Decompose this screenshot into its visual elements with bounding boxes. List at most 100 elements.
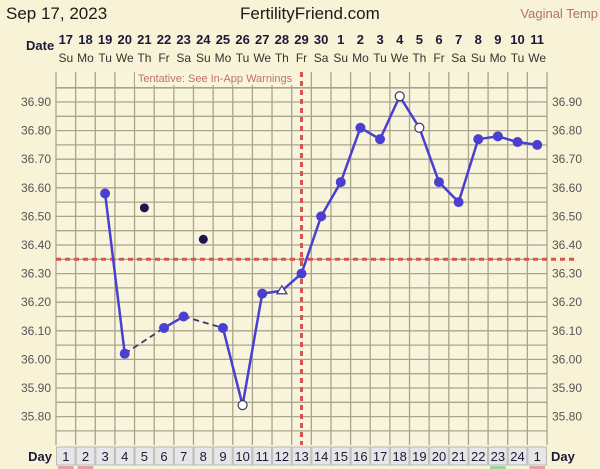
y-tick-label-right: 36.90 bbox=[552, 95, 582, 109]
date-label: 4 bbox=[396, 32, 404, 47]
y-tick-label-right: 36.30 bbox=[552, 267, 582, 281]
date-label: 23 bbox=[176, 32, 190, 47]
cycle-day-label: 17 bbox=[373, 449, 387, 464]
cycle-day-label: 1 bbox=[62, 449, 69, 464]
date-label: 10 bbox=[510, 32, 524, 47]
weekday-label: Fr bbox=[296, 51, 307, 65]
cycle-day-cell bbox=[389, 446, 410, 466]
y-tick-label-right: 35.80 bbox=[552, 410, 582, 424]
temp-point-open bbox=[414, 122, 425, 133]
weekday-label: Sa bbox=[451, 51, 466, 65]
cycle-day-cell bbox=[193, 446, 214, 466]
temp-point bbox=[335, 177, 346, 188]
y-tick-label-left: 36.30 bbox=[21, 267, 51, 281]
weekday-label: Tu bbox=[373, 51, 387, 65]
day-row-label-left: Day bbox=[28, 449, 53, 464]
temp-point bbox=[532, 139, 543, 150]
weekday-label: Mo bbox=[215, 51, 232, 65]
site-title[interactable]: FertilityFriend.com bbox=[240, 4, 380, 23]
y-tick-label-left: 36.70 bbox=[21, 152, 51, 166]
y-tick-label-left: 35.90 bbox=[21, 381, 51, 395]
temp-point bbox=[217, 322, 228, 333]
y-tick-label-left: 36.80 bbox=[21, 124, 51, 138]
y-tick-label-right: 36.40 bbox=[552, 238, 582, 252]
date-label: 25 bbox=[216, 32, 230, 47]
weekday-label: Sa bbox=[314, 51, 329, 65]
cycle-day-cell bbox=[134, 446, 155, 466]
cycle-day-cell bbox=[370, 446, 390, 466]
date-label: 19 bbox=[98, 32, 112, 47]
date-label: 3 bbox=[376, 32, 383, 47]
cycle-day-cell bbox=[75, 446, 96, 466]
temp-line bbox=[398, 95, 421, 129]
temperature-type: Vaginal Temp bbox=[520, 6, 598, 21]
temp-point bbox=[178, 311, 189, 322]
weekday-label: Su bbox=[58, 51, 73, 65]
y-tick-label-left: 36.50 bbox=[21, 209, 51, 223]
y-tick-label-left: 36.90 bbox=[21, 95, 51, 109]
date-label: 24 bbox=[196, 32, 211, 47]
date-label: 18 bbox=[78, 32, 92, 47]
cycle-day-label: 23 bbox=[491, 449, 505, 464]
date-label: 28 bbox=[275, 32, 289, 47]
date-label: 9 bbox=[494, 32, 501, 47]
date-label: 2 bbox=[357, 32, 364, 47]
y-tick-label-right: 36.50 bbox=[552, 209, 582, 223]
date-label: 26 bbox=[235, 32, 249, 47]
date-label: 27 bbox=[255, 32, 269, 47]
cycle-day-label: 14 bbox=[314, 449, 328, 464]
cycle-day-label: 2 bbox=[82, 449, 89, 464]
discarded-temp-point bbox=[139, 203, 149, 213]
temp-point bbox=[296, 268, 307, 279]
temp-point-triangle bbox=[275, 284, 288, 295]
cycle-day-label: 16 bbox=[353, 449, 367, 464]
weekday-label: Sa bbox=[176, 51, 191, 65]
cycle-day-cell bbox=[311, 446, 331, 466]
date-label: 1 bbox=[337, 32, 344, 47]
temp-point bbox=[159, 322, 170, 333]
temp-point-open bbox=[237, 400, 248, 411]
temp-point bbox=[355, 122, 366, 133]
cycle-day-label: 22 bbox=[471, 449, 485, 464]
temp-line bbox=[300, 215, 323, 275]
period-marker bbox=[529, 466, 545, 469]
cycle-day-cell bbox=[232, 446, 253, 466]
weekday-label: Mo bbox=[490, 51, 507, 65]
cycle-day-label: 15 bbox=[334, 449, 348, 464]
temp-point bbox=[375, 134, 386, 145]
weekday-label: We bbox=[253, 51, 271, 65]
y-tick-label-right: 36.10 bbox=[552, 324, 582, 338]
weekday-label: We bbox=[116, 51, 134, 65]
y-tick-label-left: 35.80 bbox=[21, 410, 51, 424]
temp-point bbox=[316, 211, 327, 222]
cycle-day-label: 18 bbox=[392, 449, 406, 464]
weekday-label: We bbox=[391, 51, 409, 65]
cycle-day-label: 10 bbox=[235, 449, 249, 464]
date-label: 5 bbox=[416, 32, 423, 47]
temp-line bbox=[339, 127, 362, 183]
y-tick-label-right: 36.80 bbox=[552, 124, 582, 138]
temp-point bbox=[473, 134, 484, 145]
temp-point bbox=[492, 131, 503, 142]
cycle-day-cell bbox=[350, 446, 371, 466]
temp-line-dashed bbox=[183, 315, 224, 329]
temp-line bbox=[103, 193, 126, 354]
weekday-label: Mo bbox=[77, 51, 94, 65]
cycle-day-label: 19 bbox=[412, 449, 426, 464]
period-marker bbox=[77, 466, 94, 469]
temp-line bbox=[378, 95, 401, 140]
date-label: 11 bbox=[530, 32, 544, 47]
cycle-day-cell bbox=[56, 446, 76, 466]
cycle-day-label: 9 bbox=[219, 449, 226, 464]
cycle-day-cell bbox=[213, 446, 233, 466]
temp-line bbox=[457, 138, 480, 203]
temp-point bbox=[100, 188, 111, 199]
cycle-day-label: 6 bbox=[160, 449, 167, 464]
y-tick-label-left: 36.40 bbox=[21, 238, 51, 252]
date-label: 30 bbox=[314, 32, 328, 47]
day-row-label-right: Day bbox=[551, 449, 576, 464]
y-tick-label-right: 36.60 bbox=[552, 181, 582, 195]
y-tick-label-left: 36.60 bbox=[21, 181, 51, 195]
temp-point bbox=[433, 177, 444, 188]
cycle-day-cell bbox=[507, 446, 528, 466]
